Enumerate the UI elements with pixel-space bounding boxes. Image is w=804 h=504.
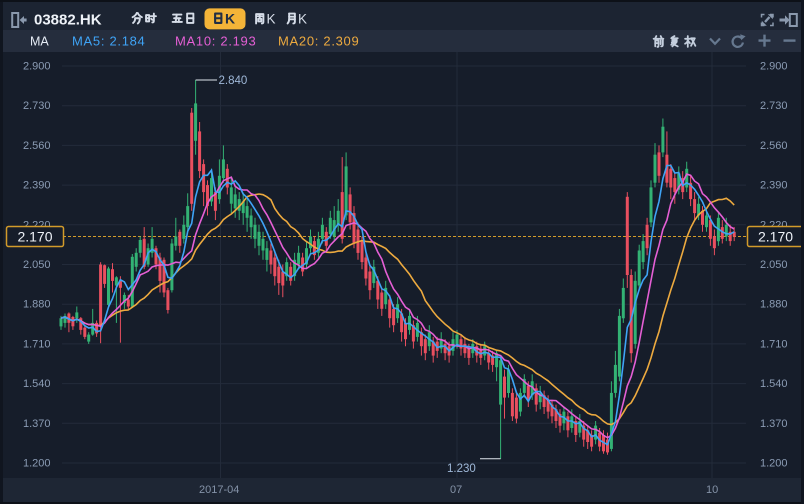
svg-text:2.900: 2.900 <box>760 61 788 73</box>
svg-text:1.370: 1.370 <box>23 418 51 430</box>
svg-text:1.200: 1.200 <box>760 458 788 470</box>
svg-text:1.370: 1.370 <box>760 418 788 430</box>
svg-text:2.840: 2.840 <box>219 75 248 87</box>
svg-text:1.710: 1.710 <box>23 338 51 350</box>
svg-text:2.560: 2.560 <box>760 140 788 152</box>
svg-text:2.730: 2.730 <box>23 100 51 112</box>
svg-text:1.540: 1.540 <box>23 378 51 390</box>
svg-text:K: K <box>225 11 235 27</box>
svg-text:K: K <box>298 12 307 27</box>
svg-text:2.170: 2.170 <box>758 229 793 245</box>
svg-text:2.050: 2.050 <box>760 259 788 271</box>
svg-text:2.050: 2.050 <box>23 259 51 271</box>
svg-text:1.880: 1.880 <box>23 299 51 311</box>
svg-text:K: K <box>267 12 276 27</box>
svg-text:2.730: 2.730 <box>760 100 788 112</box>
svg-text:2.390: 2.390 <box>760 180 788 192</box>
svg-text:2.390: 2.390 <box>23 180 51 192</box>
svg-text:1.200: 1.200 <box>23 458 51 470</box>
svg-text:1.710: 1.710 <box>760 338 788 350</box>
svg-text:2.170: 2.170 <box>17 229 52 245</box>
svg-text:MA: MA <box>30 35 49 49</box>
svg-text:MA20: 2.309: MA20: 2.309 <box>278 34 359 49</box>
svg-text:2.900: 2.900 <box>23 61 51 73</box>
svg-text:MA10: 2.193: MA10: 2.193 <box>175 34 256 49</box>
svg-text:2.560: 2.560 <box>23 140 51 152</box>
svg-text:1.230: 1.230 <box>447 463 476 475</box>
svg-text:1.540: 1.540 <box>760 378 788 390</box>
svg-text:03882.HK: 03882.HK <box>34 12 102 29</box>
svg-text:1.880: 1.880 <box>760 299 788 311</box>
svg-text:MA5: 2.184: MA5: 2.184 <box>72 34 146 49</box>
